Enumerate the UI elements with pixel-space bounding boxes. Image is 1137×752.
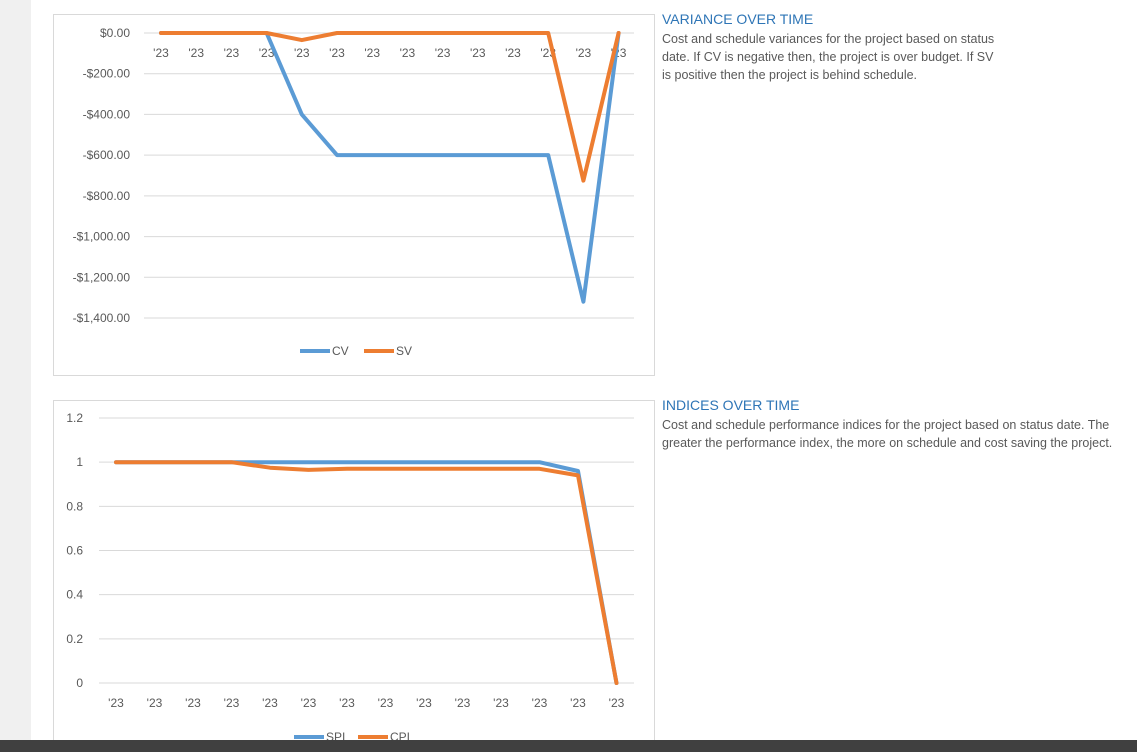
indices-x-tick-label: '23 <box>378 696 394 710</box>
variance-chart-svg: $0.00 -$200.00 -$400.00 -$600.00 -$800.00 -$1… <box>73 26 634 358</box>
indices-description-block: INDICES OVER TIME Cost and schedule perf… <box>662 396 1122 452</box>
variance-x-tick-label: '23 <box>435 46 451 60</box>
indices-y-tick-label: 0 <box>76 676 83 690</box>
variance-legend-cv-label: CV <box>332 344 349 358</box>
indices-y-tick-label: 0.2 <box>66 632 83 646</box>
indices-chart-svg: 1.2 1 0.8 0.6 0.4 0.2 0 '23 '23 '23 '23 '23 '23 '23 '2… <box>66 411 634 744</box>
indices-x-tick-label: '23 <box>301 696 317 710</box>
indices-y-tick-label: 1.2 <box>66 411 83 425</box>
indices-x-tick-label: '23 <box>455 696 471 710</box>
indices-x-tick-label: '23 <box>262 696 278 710</box>
indices-chart[interactable]: 1.2 1 0.8 0.6 0.4 0.2 0 '23 '23 '23 '23 '23 '23 '23 '2… <box>53 400 655 747</box>
variance-y-tick-label: $0.00 <box>100 26 130 40</box>
variance-title: VARIANCE OVER TIME <box>662 11 814 27</box>
indices-title: INDICES OVER TIME <box>662 397 800 413</box>
left-gutter <box>0 0 31 752</box>
variance-description-block: VARIANCE OVER TIME Cost and schedule var… <box>662 10 1122 84</box>
indices-x-tick-label: '23 <box>185 696 201 710</box>
variance-y-tick-label: -$1,000.00 <box>73 230 131 244</box>
variance-x-tick-label: '23 <box>364 46 380 60</box>
variance-x-tick-label: '23 <box>400 46 416 60</box>
variance-x-tick-label: '23 <box>188 46 204 60</box>
indices-series-cpi-line <box>114 460 619 685</box>
variance-x-tick-label: '23 <box>294 46 310 60</box>
indices-x-tick-label: '23 <box>339 696 355 710</box>
indices-x-tick-label: '23 <box>570 696 586 710</box>
variance-chart[interactable]: $0.00 -$200.00 -$400.00 -$600.00 -$800.00 -$1… <box>53 14 655 376</box>
variance-y-tick-label: -$200.00 <box>83 67 131 81</box>
variance-y-tick-label: -$1,400.00 <box>73 311 131 325</box>
variance-y-tick-label: -$400.00 <box>83 107 131 121</box>
variance-legend-sv-label: SV <box>396 344 412 358</box>
indices-series-spi-line <box>114 460 619 685</box>
indices-x-tick-label: '23 <box>224 696 240 710</box>
indices-y-tick-label: 0.6 <box>66 544 83 558</box>
indices-x-tick-label: '23 <box>493 696 509 710</box>
variance-x-tick-label: '23 <box>576 46 592 60</box>
variance-x-tick-label: '23 <box>259 46 275 60</box>
variance-x-tick-label: '23 <box>329 46 345 60</box>
indices-y-tick-label: 0.8 <box>66 499 83 513</box>
variance-y-tick-label: -$800.00 <box>83 189 131 203</box>
indices-x-tick-label: '23 <box>532 696 548 710</box>
variance-x-tick-label: '23 <box>153 46 169 60</box>
variance-description: Cost and schedule variances for the proj… <box>662 32 995 82</box>
bottom-scrollbar-strip <box>0 740 1137 752</box>
indices-x-tick-label: '23 <box>609 696 625 710</box>
indices-description: Cost and schedule performance indices fo… <box>662 418 1113 450</box>
indices-y-tick-label: 1 <box>76 455 83 469</box>
variance-x-tick-label: '23 <box>470 46 486 60</box>
variance-x-tick-label: '23 <box>505 46 521 60</box>
variance-x-tick-label: '23 <box>224 46 240 60</box>
variance-series-sv-line <box>159 31 621 183</box>
indices-x-tick-label: '23 <box>416 696 432 710</box>
indices-y-tick-label: 0.4 <box>66 588 83 602</box>
variance-y-tick-label: -$1,200.00 <box>73 270 131 284</box>
indices-x-tick-label: '23 <box>108 696 124 710</box>
indices-x-tick-label: '23 <box>147 696 163 710</box>
variance-y-tick-label: -$600.00 <box>83 148 131 162</box>
